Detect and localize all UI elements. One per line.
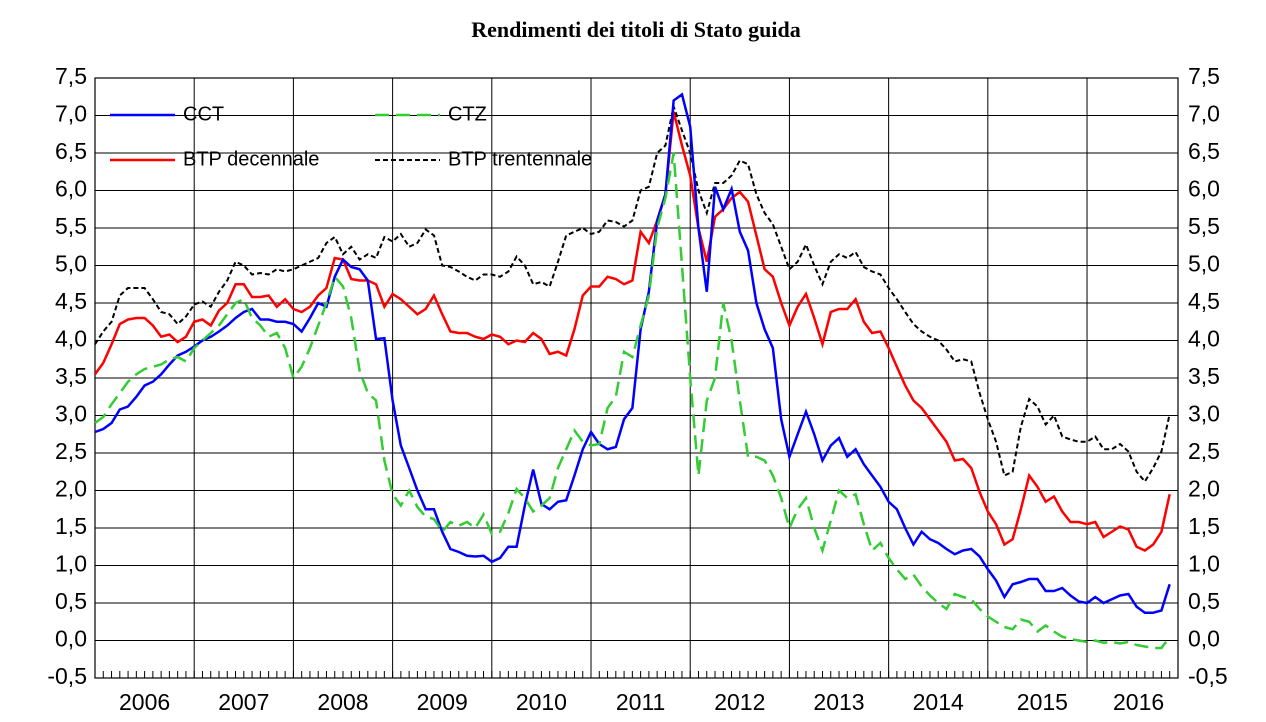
x-tick-label: 2014 [913, 689, 964, 715]
x-tick-label: 2015 [1017, 689, 1068, 715]
y2-tick-label: 0,5 [1188, 588, 1220, 614]
x-tick-label: 2013 [813, 689, 864, 715]
y2-tick-label: -0,5 [1188, 663, 1228, 689]
chart-title: Rendimenti dei titoli di Stato guida [471, 17, 800, 42]
y2-tick-label: 7,5 [1188, 63, 1220, 89]
y2-tick-label: 5,5 [1188, 213, 1220, 239]
plot-frame [94, 77, 1179, 679]
series-line [94, 92, 1171, 614]
x-tick-label: 2006 [119, 689, 170, 715]
y-tick-label: 2,5 [55, 438, 87, 464]
x-tick-label: 2010 [516, 689, 567, 715]
x-tick-label: 2007 [218, 689, 269, 715]
y2-tick-label: 4,0 [1188, 326, 1220, 352]
y-tick-label: 0,0 [55, 626, 87, 652]
y-tick-label: 7,5 [55, 63, 87, 89]
y2-tick-label: 5,0 [1188, 251, 1220, 277]
series-line [93, 111, 1171, 552]
y-tick-label: 6,5 [55, 138, 87, 164]
y2-tick-label: 2,0 [1188, 476, 1220, 502]
y-tick-label: 0,5 [55, 588, 87, 614]
y2-tick-label: 4,5 [1188, 288, 1220, 314]
y-tick-label: 1,0 [55, 551, 87, 577]
x-tick-label: 2011 [616, 689, 665, 715]
y2-tick-label: 3,0 [1188, 401, 1220, 427]
legend-label: CTZ [448, 103, 487, 125]
y-tick-label: 7,0 [55, 101, 87, 127]
x-tick-label: 2009 [417, 689, 468, 715]
y2-tick-label: 6,0 [1188, 176, 1220, 202]
y-tick-label: 6,0 [55, 176, 87, 202]
legend-label: BTP decennale [183, 148, 319, 170]
x-tick-label: 2016 [1113, 689, 1164, 715]
y-tick-label: 5,0 [55, 251, 87, 277]
legend-label: CCT [183, 103, 224, 125]
y2-tick-label: 7,0 [1188, 101, 1220, 127]
y-tick-label: 5,5 [55, 213, 87, 239]
y2-tick-label: 6,5 [1188, 138, 1220, 164]
legend-label: BTP trentennale [448, 148, 592, 170]
x-tick-label: 2008 [317, 689, 368, 715]
y2-tick-label: 1,0 [1188, 551, 1220, 577]
y-tick-label: 4,0 [55, 326, 87, 352]
y2-tick-label: 2,5 [1188, 438, 1220, 464]
y-tick-label: 3,5 [55, 363, 87, 389]
y2-tick-label: 1,5 [1188, 513, 1220, 539]
y-tick-label: 4,5 [55, 288, 87, 314]
x-tick-label: 2012 [714, 689, 765, 715]
series-line [94, 152, 1171, 650]
y2-tick-label: 0,0 [1188, 626, 1220, 652]
y-tick-label: 2,0 [55, 476, 87, 502]
y-tick-label: 3,0 [55, 401, 87, 427]
y2-tick-label: 3,5 [1188, 363, 1220, 389]
series-line [94, 102, 1171, 484]
y-tick-label: 1,5 [55, 513, 87, 539]
y-tick-label: -0,5 [47, 663, 87, 689]
